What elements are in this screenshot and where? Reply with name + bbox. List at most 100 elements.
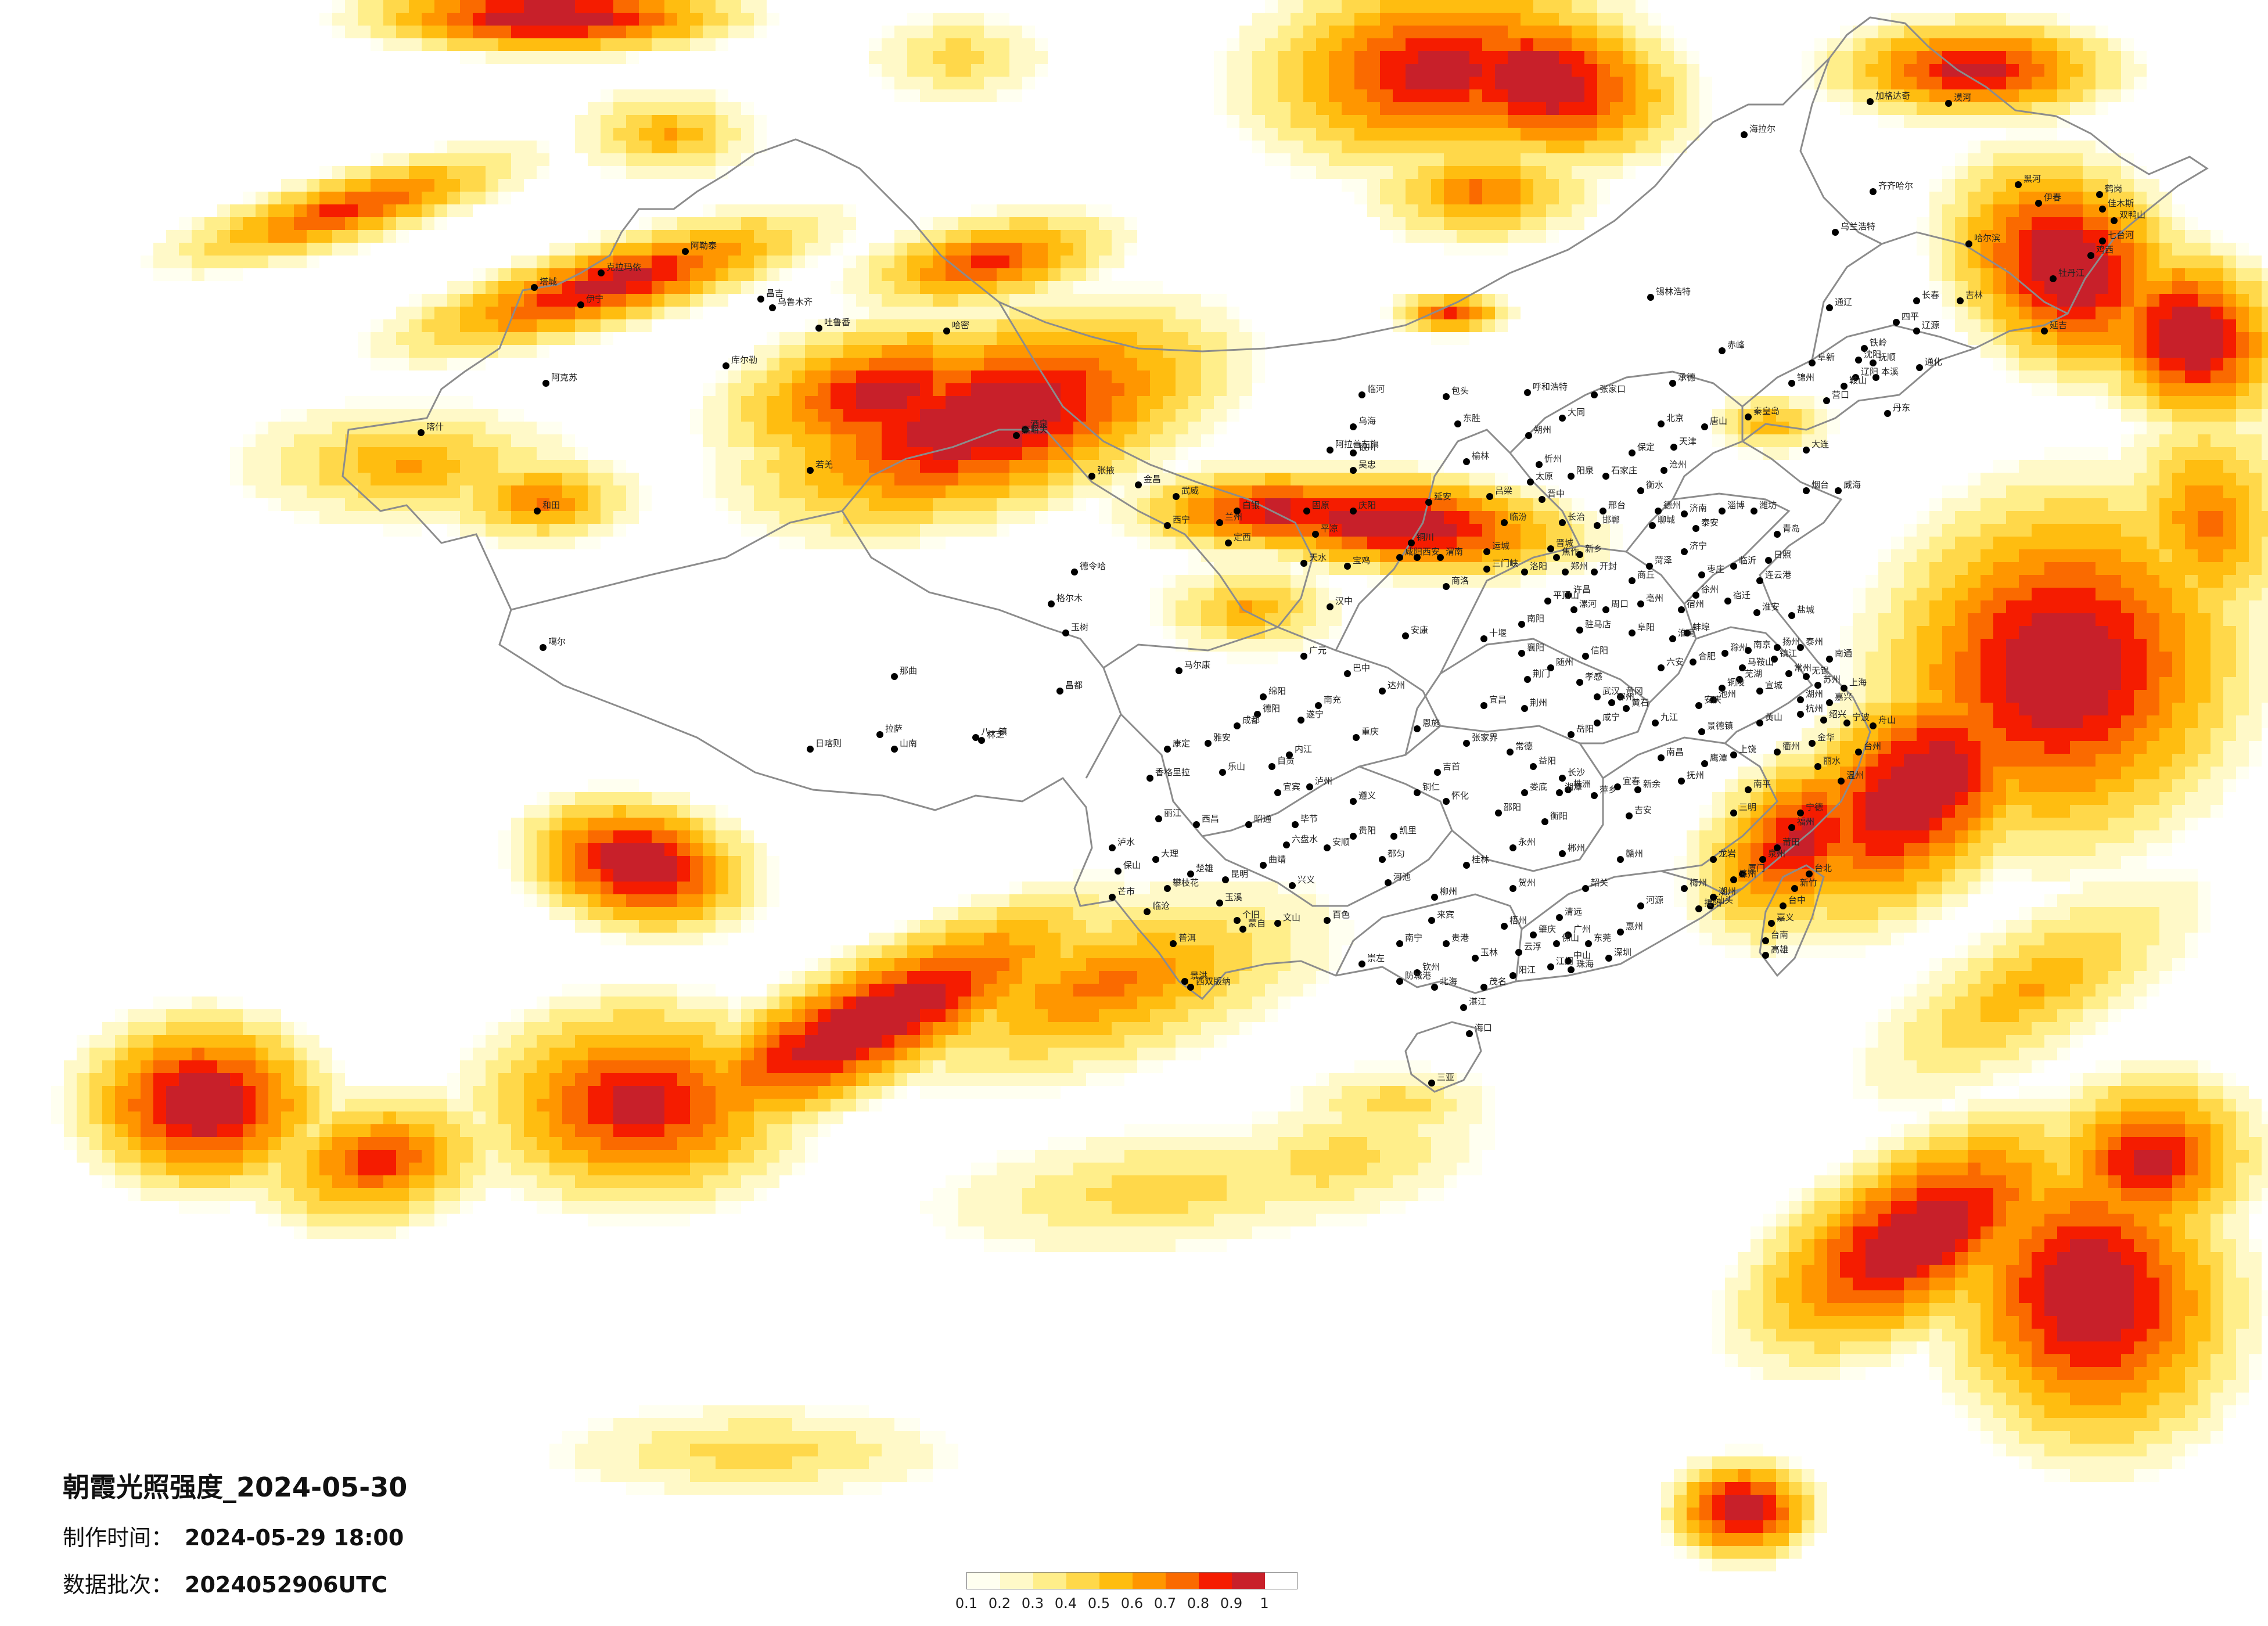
city-label: 沧州 [1669,459,1687,470]
city-label: 酒泉 [1030,419,1048,429]
city-marker: 石家庄 [1602,465,1637,480]
city-marker: 莆田 [1774,837,1800,851]
city-marker: 景德镇 [1698,721,1733,735]
city-marker: 张家界 [1463,732,1498,747]
city-dot [1820,717,1827,724]
city-label: 保山 [1123,860,1141,870]
city-dot [1431,894,1438,901]
city-marker: 淄博 [1719,500,1745,515]
city-dot [1509,844,1516,851]
city-label: 台州 [1864,741,1881,751]
city-marker: 商丘 [1629,570,1655,584]
city-dot [1678,606,1685,613]
city-marker: 贺州 [1509,877,1536,892]
city-marker: 宁德 [1797,802,1823,816]
city-label: 株洲 [1573,779,1591,789]
city-marker: 孝感 [1576,671,1602,686]
city-marker: 宿迁 [1724,590,1751,605]
city-dot [1591,569,1598,575]
city-marker: 锦州 [1788,372,1814,387]
city-dot [1745,786,1752,793]
city-marker: 湖州 [1797,689,1823,703]
city-dot [1022,426,1029,433]
city-label: 贵港 [1451,933,1469,943]
city-label: 莆田 [1782,837,1800,847]
city-marker: 七台河 [2099,230,2134,244]
city-label: 乌鲁木齐 [778,297,813,307]
city-dot [1617,856,1624,863]
city-dot [1582,885,1589,892]
city-marker: 宁波 [1843,712,1870,726]
city-marker: 文山 [1274,912,1300,927]
city-dot [1556,789,1563,796]
city-marker: 西安 [1414,546,1440,561]
city-marker: 抚顺 [1870,352,1896,366]
city-marker: 内江 [1286,744,1312,758]
city-label: 若羌 [815,459,833,470]
city-marker: 三明 [1730,802,1756,816]
city-label: 福州 [1797,816,1814,827]
city-marker: 台南 [1762,930,1788,944]
city-marker: 泸州 [1306,776,1332,790]
city-marker: 海拉尔 [1741,124,1775,138]
city-dot [1530,763,1537,770]
city-label: 温州 [1846,770,1864,780]
legend-tick: 0.7 [1153,1595,1177,1611]
city-marker: 若羌 [807,459,833,474]
city-marker: 上饶 [1730,744,1756,758]
city-label: 山南 [900,738,917,749]
city-marker: 昭通 [1245,814,1271,828]
city-label: 龙岩 [1719,848,1736,859]
city-dot [1797,810,1804,816]
city-marker: 铜仁 [1414,782,1440,796]
legend-tick: 0.9 [1220,1595,1243,1611]
city-marker: 营口 [1823,390,1849,404]
city-marker: 中山 [1565,950,1591,965]
city-label: 黄石 [1631,697,1649,708]
city-marker: 三门峡 [1483,558,1518,573]
city-marker: 吕梁 [1486,485,1512,500]
city-label: 菏泽 [1655,555,1672,566]
city-dot [1591,792,1598,799]
city-label: 平顶山 [1553,590,1579,600]
city-dot [1071,569,1078,575]
city-dot [1649,522,1656,529]
city-dot [1637,600,1644,607]
color-legend: 0.1 0.2 0.3 0.4 0.5 0.6 0.7 0.8 0.9 1 [955,1572,1297,1613]
city-dot [1056,688,1063,695]
city-marker: 厦门 [1739,863,1765,877]
city-label: 河源 [1646,895,1663,905]
city-label: 库尔勒 [731,355,757,365]
city-dot [1460,1004,1467,1011]
city-marker: 枣庄 [1698,564,1724,578]
city-marker: 揭阳 [1695,898,1721,912]
city-label: 济宁 [1690,541,1707,551]
city-dot [1358,391,1365,398]
city-label: 香格里拉 [1155,767,1190,778]
city-dot [1115,868,1122,875]
city-dot [1306,783,1313,790]
city-marker: 南平 [1745,779,1771,793]
city-dot [1507,749,1514,756]
city-label: 马鞍山 [1748,657,1774,667]
city-marker: 都匀 [1379,848,1405,863]
city-label: 孝感 [1585,671,1602,682]
city-marker: 牡丹江 [2050,268,2084,282]
city-marker: 扬州 [1774,636,1800,651]
city-dot [1701,423,1708,430]
city-marker: 韶关 [1582,877,1608,892]
city-dot [1585,940,1592,947]
city-marker: 安康 [1402,625,1428,639]
city-marker: 台中 [1780,895,1806,909]
city-dot [1225,539,1232,546]
city-marker: 益阳 [1530,756,1556,770]
city-label: 商丘 [1637,570,1655,580]
city-dot [1678,778,1685,785]
city-label: 克拉玛依 [606,262,641,272]
city-dot [1443,940,1450,947]
city-dot [1669,380,1676,387]
city-dot [1219,769,1226,776]
city-label: 贺州 [1518,877,1536,888]
city-dot [978,737,985,744]
city-marker: 赣州 [1617,848,1643,863]
